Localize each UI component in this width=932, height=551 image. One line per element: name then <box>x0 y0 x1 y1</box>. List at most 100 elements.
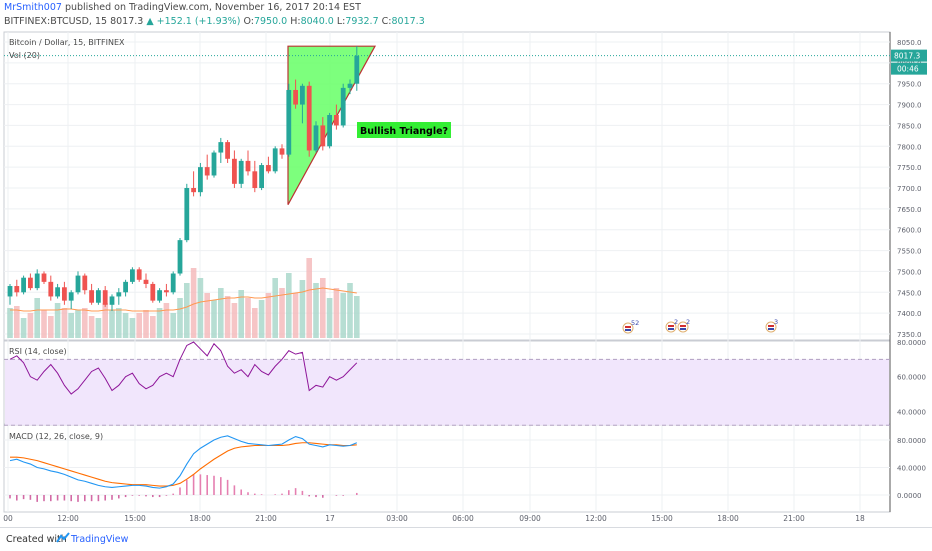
volume-bar <box>7 308 13 338</box>
rsi-band <box>5 359 889 426</box>
event-count: 2 <box>674 318 678 326</box>
candle <box>82 273 88 295</box>
candle <box>354 46 360 91</box>
candle <box>259 162 264 191</box>
y-tick-label: 7400.0 <box>897 310 922 318</box>
y-tick-label: 7350.0 <box>897 331 922 339</box>
flag-stripe <box>680 328 686 330</box>
candle-body <box>218 142 224 153</box>
y-tick-label: 7900.0 <box>897 102 922 110</box>
candle-body <box>252 171 258 188</box>
candle-body <box>55 287 60 297</box>
symbol-label: BITFINEX:BTCUSD, 15 <box>4 16 108 27</box>
x-tick-label: 18:00 <box>189 514 211 523</box>
y-tick-label: 7950.0 <box>897 81 922 89</box>
candle <box>218 137 224 163</box>
volume-bar <box>68 313 74 338</box>
flag-stripe <box>625 329 631 331</box>
candle <box>34 269 40 291</box>
candle <box>313 121 319 153</box>
candle-body <box>279 148 285 155</box>
event-marker <box>677 321 689 333</box>
volume-bar <box>197 278 204 338</box>
candle-body <box>306 85 312 151</box>
symbol-line: BITFINEX:BTCUSD, 15 8017.3 ▲ +152.1 (+1.… <box>4 16 425 27</box>
close-value: 8017.3 <box>391 16 425 27</box>
volume-bar <box>143 310 149 338</box>
volume-bar <box>292 293 299 338</box>
last-price-tag <box>891 49 927 62</box>
volume-legend: Vol (20) <box>9 51 40 60</box>
candle-body <box>177 240 183 274</box>
candle-body <box>354 55 360 84</box>
x-tick-label: 15:00 <box>124 514 146 523</box>
candle-body <box>68 292 74 301</box>
candle <box>41 271 47 284</box>
publish-line: MrSmith007 published on TradingView.com,… <box>4 2 361 13</box>
volume-bar <box>245 298 251 338</box>
volume-bar <box>170 313 176 338</box>
author-name[interactable]: MrSmith007 <box>4 2 62 13</box>
candle <box>266 156 271 174</box>
volume-ma-line <box>10 287 357 312</box>
y-tick-label: 7650.0 <box>897 206 922 214</box>
candle <box>116 288 122 305</box>
candle <box>340 83 346 128</box>
tradingview-logo-icon <box>56 532 70 543</box>
volume-bar <box>211 300 217 338</box>
pane-frame-0 <box>3 31 891 341</box>
candle-body <box>130 269 135 282</box>
candle-body <box>164 290 169 293</box>
candle <box>327 112 332 149</box>
x-tick-label: 18:00 <box>717 514 739 523</box>
volume-bar <box>136 313 142 338</box>
volume-bar <box>265 293 272 338</box>
candle <box>347 79 353 95</box>
candle-body <box>334 115 339 126</box>
volume-bar <box>48 316 54 338</box>
candle <box>164 283 169 297</box>
candle-body <box>28 277 33 289</box>
candle-body <box>109 296 115 305</box>
candle-body <box>96 290 101 303</box>
candle-body <box>198 167 203 193</box>
candle <box>96 288 101 305</box>
close-label: C: <box>381 16 392 27</box>
y-tick-label: 7850.0 <box>897 122 922 130</box>
footer-bar: Created with TradingView <box>0 527 932 551</box>
candle-body <box>75 275 81 293</box>
candle <box>62 281 67 305</box>
rsi-legend: RSI (14, close) <box>9 347 67 356</box>
event-count: 52 <box>631 319 639 327</box>
flag-stripe <box>668 328 674 330</box>
candle <box>191 171 196 197</box>
rsi-tick-label: 40.0000 <box>897 408 926 416</box>
candle-body <box>245 160 251 172</box>
candle <box>143 273 149 289</box>
candle-body <box>191 188 196 193</box>
volume-bar <box>41 310 47 338</box>
y-tick-label: 7700.0 <box>897 185 922 193</box>
volume-bar <box>14 306 20 338</box>
volume-bar <box>34 298 40 338</box>
volume-bar <box>150 316 156 338</box>
flag-stripe <box>768 325 774 327</box>
volume-bar <box>20 318 27 338</box>
candle-body <box>340 87 346 126</box>
candle-body <box>327 115 332 147</box>
pane-frame-2 <box>3 424 891 513</box>
macd-legend: MACD (12, 26, close, 9) <box>9 432 103 441</box>
volume-bar <box>75 310 81 338</box>
event-count: 2 <box>686 318 690 326</box>
last-price-tag-text: 8017.3 <box>894 52 920 61</box>
candle <box>198 162 203 197</box>
volume-bar <box>163 303 170 338</box>
candle <box>130 267 135 284</box>
candle <box>225 140 230 163</box>
candle <box>48 275 54 301</box>
volume-bar <box>156 308 163 338</box>
price-change: ▲ +152.1 (+1.93%) <box>146 16 241 27</box>
x-tick-label: 18 <box>855 514 865 523</box>
tradingview-brand[interactable]: TradingView <box>71 534 129 545</box>
